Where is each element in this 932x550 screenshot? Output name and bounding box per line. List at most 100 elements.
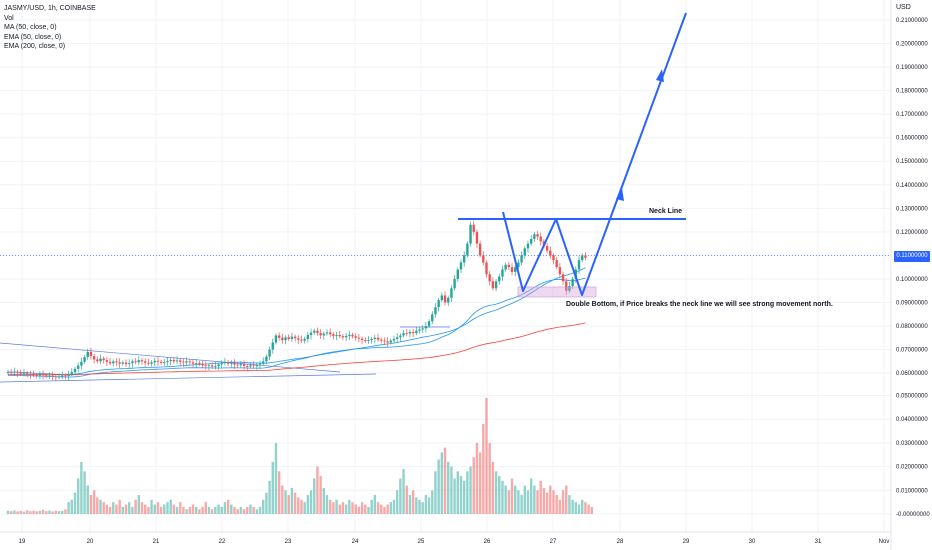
candle-body (99, 358, 102, 362)
volume-bar (561, 490, 565, 514)
ema200-line (8, 322, 586, 376)
volume-bar (54, 510, 58, 514)
volume-bar (201, 506, 204, 514)
volume-bar (258, 506, 262, 514)
volume-bar (545, 492, 549, 514)
candle-body (303, 338, 306, 341)
candle-body (395, 337, 399, 339)
x-tick-label: Nov (879, 539, 890, 545)
volume-bar (335, 499, 338, 514)
candle-body (147, 362, 150, 364)
candle-body (485, 262, 488, 275)
candle-body (571, 278, 574, 287)
volume-bar (207, 506, 211, 514)
volume-bar (159, 506, 163, 514)
volume-bar (105, 504, 109, 514)
candle-body (456, 269, 459, 279)
volume-bar (488, 442, 491, 514)
candle-body (415, 330, 418, 334)
volume-bar (408, 495, 412, 514)
x-tick-label: 30 (749, 539, 756, 545)
candle-body (408, 331, 412, 334)
volume-bar (440, 452, 444, 514)
volume-bar (214, 506, 217, 514)
legend-symbol[interactable]: JASMY/USD, 1h, COINBASE (4, 5, 96, 12)
volume-bar (118, 499, 121, 514)
candle-body (182, 361, 185, 363)
price-axis[interactable]: 0.21000000 0.20000000 0.19000000 0.18000000… (896, 18, 930, 518)
candle-body (57, 376, 61, 378)
candle-body (421, 328, 424, 330)
candle-body (191, 362, 195, 364)
candle-body (488, 274, 491, 282)
candle-body (265, 356, 268, 362)
volume-bar (418, 499, 421, 514)
volume-bar (45, 511, 48, 514)
candle-body (220, 363, 223, 365)
double-bottom-zone (517, 286, 597, 298)
volume-bar (86, 485, 89, 514)
volume-bar (456, 471, 459, 514)
legend-ema50[interactable]: EMA (50, close, 0) (4, 33, 62, 41)
legend-vol[interactable]: Vol (4, 14, 14, 22)
volume-bar (57, 511, 61, 514)
volume-bar (61, 510, 64, 514)
volume-bar (399, 478, 402, 514)
volume-bar (552, 490, 555, 514)
candle-body (277, 335, 281, 338)
volume-bar (373, 495, 377, 514)
y-tick-label: 0.01000000 (896, 488, 928, 494)
x-tick-label: 27 (550, 539, 557, 545)
volume-bar (332, 502, 335, 514)
y-tick-label: 0.16000000 (896, 136, 928, 142)
y-tick-label: 0.18000000 (896, 89, 928, 95)
volume-bar (424, 495, 428, 514)
drawings[interactable] (458, 12, 687, 298)
x-tick-label: 21 (153, 539, 160, 545)
volume-bars (6, 397, 593, 514)
volume-bar (293, 492, 297, 514)
x-tick-label: 26 (484, 539, 491, 545)
volume-bar (223, 502, 227, 514)
time-axis[interactable]: 19 20 21 22 23 24 25 26 27 28 29 30 31 Nov (19, 539, 890, 545)
volume-bar (501, 480, 504, 514)
y-tick-label: 0.04000000 (896, 417, 928, 423)
candle-body (507, 264, 511, 268)
legend-ma[interactable]: MA (50, close, 0) (4, 24, 57, 32)
volume-bar (507, 490, 511, 514)
candle-body (118, 362, 121, 364)
volume-bar (134, 499, 137, 514)
y-tick-label: 0.13000000 (896, 206, 928, 212)
candle-body (121, 362, 125, 364)
candle-body (22, 372, 26, 374)
volume-bar (246, 506, 249, 514)
candle-body (195, 362, 198, 364)
candle-body (555, 260, 558, 268)
candle-body (166, 361, 169, 363)
candle-body (70, 372, 73, 375)
candle-body (380, 339, 383, 341)
volume-bar (466, 471, 469, 514)
candle-body (367, 340, 370, 342)
candle-body (341, 336, 345, 338)
candle-body (258, 363, 262, 365)
candle-body (399, 335, 402, 338)
legend-ema200[interactable]: EMA (200, close, 0) (4, 43, 66, 51)
candle-body (402, 333, 405, 336)
volume-bar (217, 504, 220, 514)
candle-body (383, 340, 386, 342)
y-tick-label: 0.02000000 (896, 465, 928, 471)
volume-bar (83, 471, 86, 514)
candle-body (577, 260, 581, 270)
volume-bar (434, 471, 437, 514)
volume-bar (96, 497, 99, 514)
candle-body (348, 334, 351, 336)
candle-body (325, 332, 329, 334)
candle-body (134, 361, 137, 363)
candle-body (376, 337, 380, 340)
candle-body (48, 375, 51, 377)
volume-bar (536, 490, 539, 514)
candle-body (284, 337, 287, 341)
volume-bar (204, 502, 207, 514)
